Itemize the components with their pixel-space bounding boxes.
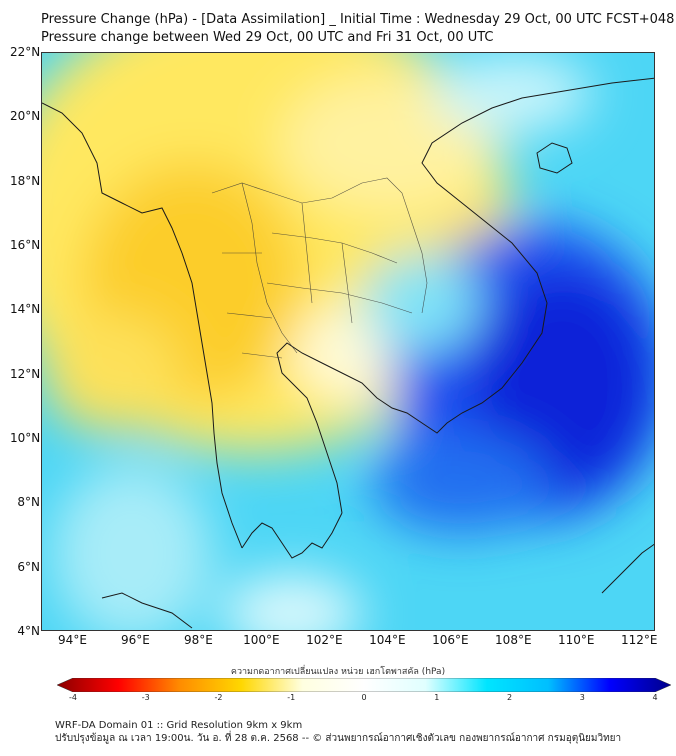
map-title: Pressure Change (hPa) - [Data Assimilati… bbox=[41, 12, 675, 27]
lat-tick-label: 22°N bbox=[10, 45, 41, 59]
lat-tick-label: 14°N bbox=[10, 302, 41, 317]
colorbar-tick-label: 4 bbox=[652, 693, 658, 702]
lat-tick-label: 8°N bbox=[17, 495, 40, 510]
colorbar-gradient bbox=[57, 678, 671, 692]
colorbar-title: ความกดอากาศเปลี่ยนแปลง หน่วย เฮกโตพาสคัล… bbox=[230, 667, 446, 677]
update-info: ปรับปรุงข้อมูล ณ เวลา 19:00น. วัน อ. ที่… bbox=[55, 733, 622, 744]
colorbar-tick-label: -1 bbox=[287, 693, 296, 702]
lon-tick-label: 106°E bbox=[432, 633, 469, 647]
province-borders bbox=[211, 177, 428, 359]
lon-tick-label: 96°E bbox=[121, 633, 150, 647]
colorbar-tick-label: 2 bbox=[506, 693, 513, 702]
map-subtitle: Pressure change between Wed 29 Oct, 00 U… bbox=[41, 30, 494, 45]
coastlines bbox=[42, 77, 654, 629]
lat-tick-label: 10°N bbox=[10, 431, 41, 445]
colorbar-tick-label: 0 bbox=[361, 693, 367, 702]
lat-tick-label: 20°N bbox=[10, 109, 41, 124]
lat-tick-label: 6°N bbox=[17, 559, 40, 574]
pressure-change-map bbox=[42, 53, 654, 630]
colorbar bbox=[57, 678, 671, 692]
lon-tick-label: 104°E bbox=[369, 633, 406, 647]
lat-tick-label: 12°N bbox=[10, 366, 41, 381]
lat-tick-label: 18°N bbox=[10, 173, 41, 188]
lon-tick-label: 108°E bbox=[495, 633, 532, 647]
colorbar-tick-label: 3 bbox=[579, 693, 585, 702]
lat-tick-label: 16°N bbox=[10, 238, 41, 252]
colorbar-tick-label: -2 bbox=[214, 693, 223, 702]
pressure-field bbox=[42, 53, 654, 630]
lon-tick-label: 94°E bbox=[58, 633, 87, 647]
lon-tick-label: 112°E bbox=[621, 633, 658, 647]
colorbar-tick-label: -3 bbox=[141, 693, 150, 702]
colorbar-tick-label: -4 bbox=[69, 693, 77, 702]
lon-tick-label: 100°E bbox=[243, 633, 280, 647]
map-panel bbox=[41, 52, 655, 631]
lat-tick-label: 4°N bbox=[17, 624, 40, 638]
lon-tick-label: 102°E bbox=[306, 633, 343, 647]
model-info: WRF-DA Domain 01 :: Grid Resolution 9km … bbox=[55, 720, 303, 731]
lon-tick-label: 98°E bbox=[183, 633, 213, 647]
colorbar-tick-label: 1 bbox=[434, 693, 440, 702]
lon-tick-label: 110°E bbox=[558, 633, 595, 647]
